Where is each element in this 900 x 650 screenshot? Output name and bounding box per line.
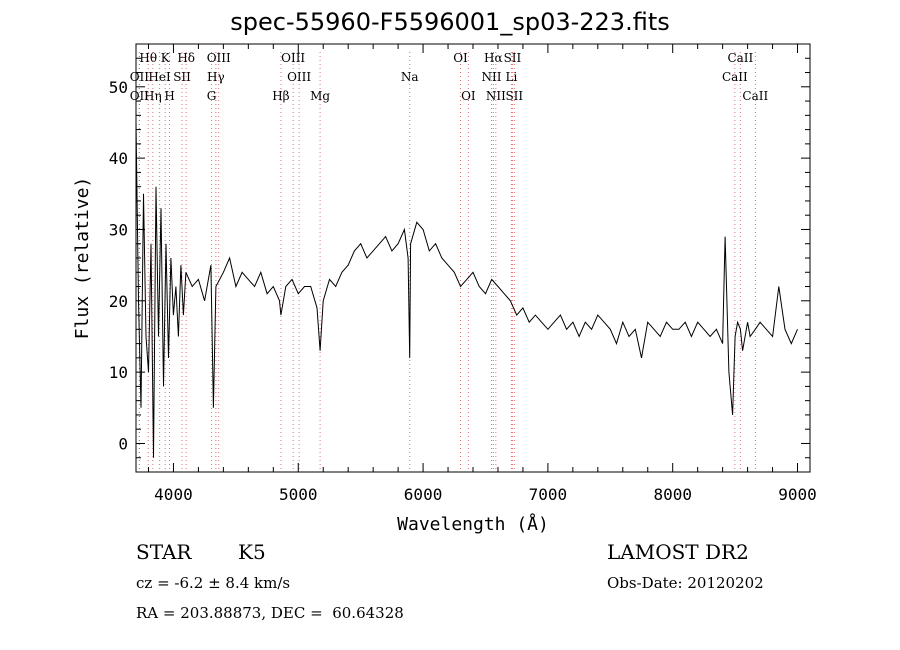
y-tick-label: 10 [109, 363, 128, 382]
emission-line-markers [138, 52, 756, 472]
line-label: CaII [722, 70, 748, 84]
line-label: NII [481, 70, 501, 84]
line-label: G [207, 89, 217, 103]
object-subclass: K5 [238, 540, 266, 564]
x-tick-label: 8000 [653, 485, 692, 504]
y-axis-ticks: 0 10 20 30 40 50 [109, 43, 810, 459]
obs-date: Obs-Date: 20120202 [607, 574, 764, 592]
line-label: H [164, 89, 174, 103]
line-label: Hη [144, 89, 162, 103]
line-label: CaII [742, 89, 768, 103]
y-axis-label: Flux (relative) [72, 177, 93, 340]
x-tick-label: 6000 [404, 485, 443, 504]
y-tick-label: 30 [109, 220, 128, 239]
line-label: SII [504, 51, 522, 65]
y-tick-label: 0 [118, 434, 128, 453]
y-tick-label: 20 [109, 292, 128, 311]
line-label: Hβ [272, 89, 289, 103]
chart-title: spec-55960-F5596001_sp03-223.fits [230, 8, 670, 36]
spectrum-line [135, 122, 798, 458]
line-label: OII [130, 89, 150, 103]
x-tick-label: 7000 [529, 485, 568, 504]
line-label: SII [173, 70, 191, 84]
line-label: Li [506, 70, 518, 84]
survey-name: LAMOST DR2 [607, 540, 749, 564]
coordinates: RA = 203.88873, DEC = 60.64328 [136, 604, 404, 622]
x-axis-label: Wavelength (Å) [397, 513, 549, 535]
object-class: STAR [136, 540, 192, 564]
x-tick-label: 5000 [279, 485, 318, 504]
line-label: OIII [207, 51, 231, 65]
line-label: CaII [727, 51, 753, 65]
redshift-text: cz = -6.2 ± 8.4 km/s [136, 574, 291, 592]
line-label: Hδ [177, 51, 195, 65]
plot-frame [135, 43, 811, 473]
line-label: Hα [484, 51, 503, 65]
line-label: OII [130, 70, 150, 84]
x-tick-label: 4000 [154, 485, 193, 504]
line-label: Hγ [207, 70, 225, 84]
line-label: K [161, 51, 171, 65]
line-label: OI [453, 51, 468, 65]
line-label: OIII [281, 51, 305, 65]
y-tick-label: 40 [109, 149, 128, 168]
line-label: Hθ [139, 51, 157, 65]
x-axis-ticks: 4000 5000 6000 7000 8000 9000 [147, 44, 817, 504]
line-label: SII [505, 89, 523, 103]
line-label: OIII [287, 70, 311, 84]
line-label: HeI [148, 70, 171, 84]
y-tick-label: 50 [109, 78, 128, 97]
line-label: OI [461, 89, 476, 103]
line-label: Mg [310, 89, 330, 103]
x-tick-label: 9000 [778, 485, 817, 504]
line-label: Na [401, 70, 419, 84]
line-label: NII [486, 89, 506, 103]
